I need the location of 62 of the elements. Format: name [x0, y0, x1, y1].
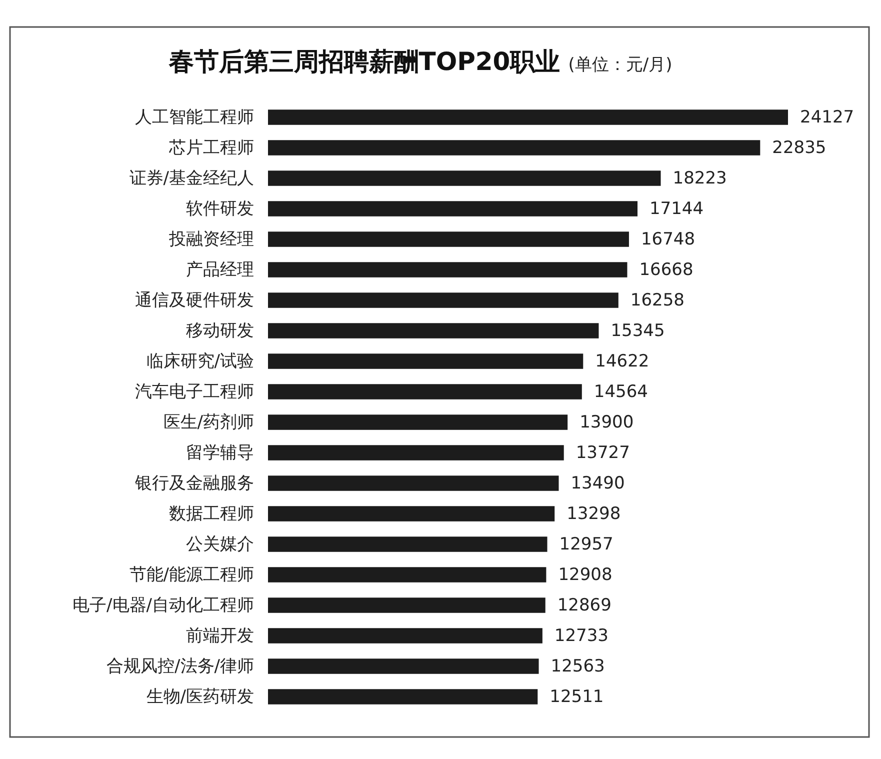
data-label: 13900: [580, 412, 634, 432]
data-label: 18223: [672, 168, 727, 188]
data-label: 13490: [570, 473, 625, 494]
bar: [268, 140, 760, 156]
data-label: 12511: [550, 686, 604, 707]
y-tick-label: 临床研究/试验: [146, 351, 254, 372]
y-tick-label: 医生/药剂师: [163, 412, 254, 432]
bar: [268, 262, 628, 278]
bar: [268, 232, 629, 247]
y-tick-label: 人工智能工程师: [135, 107, 254, 128]
y-tick-label: 前端开发: [186, 626, 254, 646]
data-label: 22835: [772, 138, 826, 158]
y-tick-label: 软件研发: [186, 198, 254, 219]
data-label: 12908: [558, 564, 612, 585]
y-tick-label: 数据工程师: [169, 504, 254, 524]
y-tick-label: 移动研发: [186, 320, 254, 341]
data-label: 12957: [559, 534, 614, 554]
data-label: 16748: [640, 229, 696, 250]
y-tick-label: 留学辅导: [186, 442, 254, 463]
bar: [268, 567, 546, 582]
y-tick-label: 公关媒介: [186, 534, 254, 554]
data-label: 16258: [630, 290, 684, 310]
y-tick-label: 电子/电器/自动化工程师: [72, 595, 254, 616]
bar: [268, 689, 538, 704]
bar: [268, 476, 559, 491]
bar: [268, 354, 584, 369]
data-label: 12733: [554, 626, 609, 646]
bar: [268, 598, 546, 613]
bar: [268, 292, 618, 308]
data-label: 24127: [800, 107, 854, 128]
data-label: 14622: [595, 351, 650, 372]
bar: [268, 110, 788, 125]
data-label: 12869: [557, 595, 612, 616]
y-tick-label: 投融资经理: [168, 229, 254, 250]
y-tick-label: 合规风控/法务/律师: [106, 656, 254, 676]
y-tick-label: 生物/医药研发: [146, 686, 254, 707]
data-label: 16668: [639, 260, 694, 280]
bar: [268, 170, 661, 186]
bar: [268, 658, 539, 674]
data-label: 17144: [650, 198, 704, 219]
y-tick-label: 芯片工程师: [168, 138, 254, 158]
y-tick-label: 证券/基金经纪人: [129, 168, 254, 188]
bar: [268, 628, 542, 644]
bar: [268, 506, 555, 522]
data-label: 13298: [566, 504, 621, 524]
chart-title: 春节后第三周招聘薪酬TOP20职业: [168, 47, 560, 76]
data-label: 13727: [576, 442, 630, 463]
bar: [268, 384, 582, 400]
bar: [268, 201, 638, 216]
y-tick-label: 节能/能源工程师: [129, 564, 254, 585]
bar: [268, 536, 548, 552]
data-label: 14564: [594, 382, 648, 402]
y-tick-label: 通信及硬件研发: [135, 290, 254, 310]
y-tick-label: 汽车电子工程师: [135, 382, 254, 402]
data-label: 12563: [550, 656, 605, 676]
chart-subtitle: (单位：元/月): [568, 55, 672, 75]
y-tick-label: 银行及金融服务: [134, 473, 254, 494]
bar: [268, 445, 564, 460]
y-tick-label: 产品经理: [186, 260, 254, 280]
data-label: 15345: [610, 320, 665, 341]
bar: [268, 323, 599, 338]
bar: [268, 414, 568, 430]
